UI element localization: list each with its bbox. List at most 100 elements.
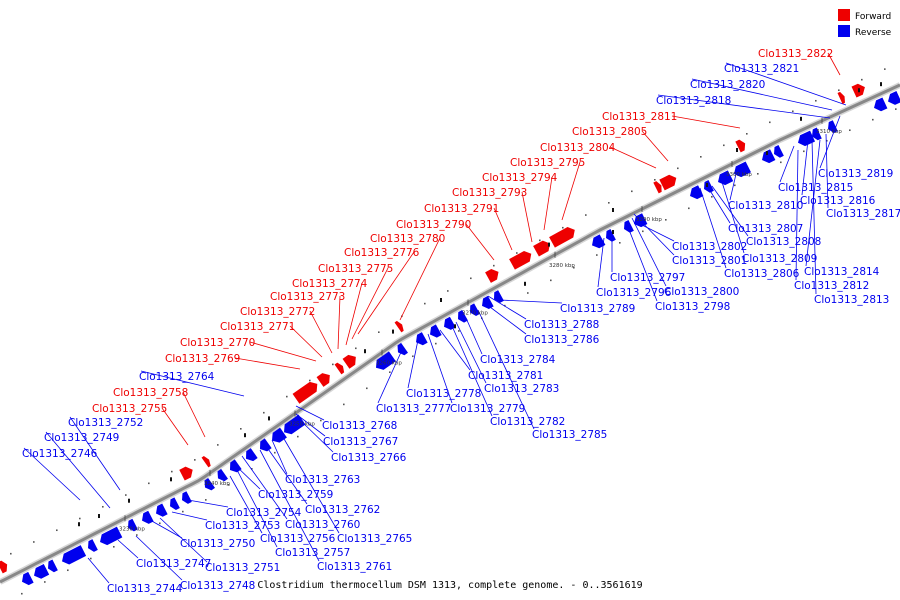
minor-feature [244, 433, 246, 438]
leader-line [351, 267, 389, 340]
track-dot [205, 499, 207, 501]
leader-line [543, 176, 553, 231]
track-dot [286, 395, 288, 398]
forward-gene [342, 354, 356, 369]
reverse-gene-label: Clo1313_2802 [672, 241, 747, 253]
track-dot [527, 292, 529, 294]
leader-line [691, 78, 833, 111]
forward-gene-label: Clo1313_2776 [344, 247, 420, 259]
reverse-gene [690, 185, 704, 200]
tick-label: 3270 kbp [462, 311, 488, 317]
genome-caption: Clostridium thermocellum DSM 1313, compl… [257, 580, 642, 591]
reverse-gene-label: Clo1313_2800 [664, 286, 739, 298]
track-dot [746, 133, 748, 135]
reverse-gene-label: Clo1313_2798 [655, 301, 730, 313]
forward-gene-label: Clo1313_2773 [270, 291, 345, 303]
reverse-gene-label: Clo1313_2752 [68, 417, 143, 429]
forward-gene-label: Clo1313_2795 [510, 157, 585, 169]
forward-gene-label: Clo1313_2794 [482, 172, 558, 184]
reverse-gene-label: Clo1313_2760 [285, 519, 360, 531]
leader-line [229, 475, 263, 534]
leader-line [337, 295, 341, 350]
reverse-gene-label: Clo1313_2744 [107, 583, 183, 595]
track-dot [573, 266, 575, 269]
leader-line [309, 310, 333, 354]
track-dot [780, 161, 782, 164]
track-dot [366, 387, 368, 390]
reverse-gene-label: Clo1313_2796 [596, 287, 672, 299]
reverse-gene [182, 491, 192, 504]
minor-feature [440, 298, 442, 302]
minor-feature [170, 477, 172, 482]
forward-gene [292, 381, 318, 404]
leader-line [439, 329, 471, 371]
reverse-gene [100, 526, 123, 546]
forward-gene-label: Clo1313_2775 [318, 263, 393, 275]
reverse-gene [416, 332, 428, 346]
reverse-gene [458, 309, 468, 323]
legend-reverse-label: Reverse [855, 28, 892, 38]
leader-line [235, 467, 278, 548]
reverse-gene [397, 342, 408, 356]
track-dot [378, 331, 380, 333]
track-dot [435, 342, 437, 345]
track-dot [504, 304, 506, 307]
minor-feature [548, 242, 550, 247]
reverse-gene-label: Clo1313_2806 [724, 268, 800, 280]
track-dot [493, 264, 495, 267]
track-dot [849, 129, 851, 132]
track-dot [309, 379, 311, 382]
leader-line [187, 499, 229, 508]
leader-line [465, 223, 495, 261]
reverse-gene [718, 170, 734, 186]
reverse-gene-label: Clo1313_2753 [205, 520, 280, 532]
leader-line [87, 557, 110, 584]
leader-line [801, 139, 809, 196]
leader-line [159, 517, 208, 563]
leader-line [487, 295, 527, 320]
reverse-gene-label: Clo1313_2782 [490, 416, 565, 428]
reverse-gene-label: Clo1313_2786 [524, 334, 600, 346]
reverse-gene [260, 438, 272, 452]
track-dot [263, 411, 265, 414]
forward-gene-label: Clo1313_2804 [540, 142, 616, 154]
gene-labels: Clo1313_2755 Clo1313_2758 Clo1313_2769 Clo1… [22, 48, 900, 595]
forward-gene [659, 174, 677, 191]
leader-line [725, 62, 847, 106]
reverse-gene [828, 120, 838, 133]
track-dot [608, 202, 610, 204]
leader-line [377, 349, 403, 404]
reverse-gene-label: Clo1313_2815 [778, 182, 853, 194]
forward-gene-label: Clo1313_2755 [92, 403, 167, 415]
reverse-gene-label: Clo1313_2820 [690, 79, 765, 91]
track-dot [838, 89, 840, 92]
reverse-gene [170, 497, 180, 511]
leader-line [23, 447, 81, 501]
forward-gene-label: Clo1313_2811 [602, 111, 677, 123]
track-dot [343, 403, 345, 406]
track-dot [861, 78, 863, 81]
reverse-gene [376, 351, 396, 370]
leader-line [182, 391, 206, 438]
track-dot [67, 569, 69, 572]
reverse-gene-label: Clo1313_2763 [285, 474, 360, 486]
track-dot [884, 68, 886, 70]
reverse-gene-label: Clo1313_2747 [136, 558, 211, 570]
track-dot [79, 517, 81, 520]
forward-gene-label: Clo1313_2771 [220, 321, 295, 333]
reverse-gene-label: Clo1313_2748 [180, 580, 255, 592]
leader-line [161, 407, 189, 446]
minor-feature [736, 148, 738, 152]
reverse-gene [22, 571, 34, 586]
track-dot [562, 226, 564, 229]
minor-feature [706, 183, 708, 187]
track-dot [240, 428, 242, 430]
forward-gene [837, 91, 845, 104]
track-dot [251, 468, 253, 470]
leader-line [149, 519, 183, 539]
track-dot [159, 522, 161, 525]
forward-gene [316, 373, 330, 387]
leader-line [399, 237, 441, 321]
leader-line [259, 449, 320, 562]
reverse-gene-label: Clo1313_2768 [322, 420, 397, 432]
